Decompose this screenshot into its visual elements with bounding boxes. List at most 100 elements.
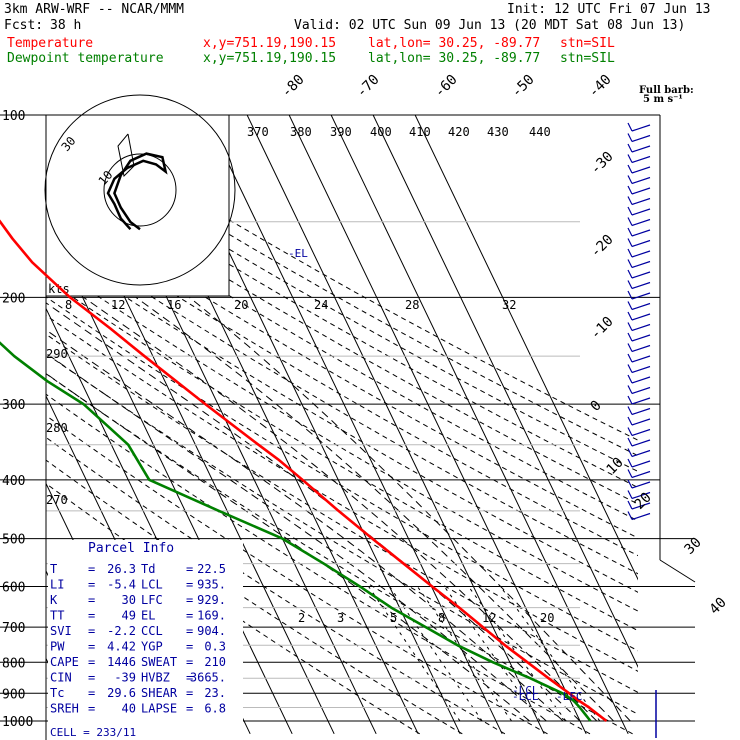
parcel-row-2-label2: LFC bbox=[141, 593, 163, 607]
wind-barb-feather bbox=[627, 175, 633, 184]
wind-barb bbox=[631, 176, 651, 185]
hodograph-frame bbox=[45, 114, 230, 297]
parcel-row-2-eq2: = bbox=[186, 593, 193, 607]
wind-barb-feather bbox=[627, 385, 633, 394]
wind-barb-feather bbox=[627, 301, 633, 310]
level-label-2: -LCL bbox=[512, 690, 539, 703]
pressure-label-300: 300 bbox=[2, 398, 25, 413]
wind-barb bbox=[631, 491, 651, 500]
wind-barb-feather bbox=[627, 248, 633, 258]
wind-barb bbox=[631, 271, 651, 279]
parcel-row-9-eq1: = bbox=[88, 702, 95, 716]
wind-barb bbox=[631, 260, 651, 269]
dry-adiabats bbox=[46, 127, 638, 735]
wind-barb-column bbox=[627, 122, 657, 738]
dry-adiabat-350 bbox=[46, 278, 638, 632]
parcel-row-1-value2: 935. bbox=[197, 578, 226, 592]
init-time: Init: 12 UTC Fri 07 Jun 13 bbox=[507, 2, 711, 17]
pressure-label-500: 500 bbox=[2, 533, 25, 548]
moist-adiabat-16 bbox=[46, 329, 564, 722]
parcel-row-8-value2: 23. bbox=[204, 686, 226, 700]
isotherm-30 bbox=[330, 115, 629, 735]
wind-barb-feather bbox=[627, 227, 633, 237]
parcel-row-3-label1: TT bbox=[50, 609, 64, 623]
parcel-row-8-value1: 29.6 bbox=[107, 686, 136, 700]
isotherm-label-3: -50 bbox=[509, 72, 538, 101]
theta-label-6: 430 bbox=[487, 125, 509, 139]
dry-adiabat-310 bbox=[46, 353, 638, 715]
hodograph-trace bbox=[106, 152, 168, 231]
wind-barb-feather bbox=[627, 490, 633, 499]
wind-barb-feather bbox=[627, 206, 633, 216]
dry-adiabat-300 bbox=[46, 373, 633, 735]
parcel-row-6-eq1: = bbox=[88, 655, 95, 669]
parcel-info-title: Parcel Info bbox=[88, 541, 174, 556]
parcel-row-2-eq1: = bbox=[88, 593, 95, 607]
theta-label-5: 420 bbox=[448, 125, 470, 139]
dry-adiabat-360 bbox=[46, 260, 638, 612]
parcel-row-4-value2: 904. bbox=[197, 624, 226, 638]
parcel-row-6-value2: 210 bbox=[204, 655, 226, 669]
parcel-row-4-eq2: = bbox=[186, 624, 193, 638]
wind-barb bbox=[631, 355, 651, 363]
speed-label-1: 12 bbox=[111, 298, 125, 312]
parcel-info-rows: T = 26.3 Td = 22.5 LI = -5.4 LCL = 935. K = 30 LFC = 929.… bbox=[50, 562, 226, 716]
parcel-row-4-eq1: = bbox=[88, 624, 95, 638]
model-title: 3km ARW-WRF -- NCAR/MMM bbox=[4, 2, 185, 17]
wind-barb bbox=[631, 418, 651, 426]
pressure-label-700: 700 bbox=[2, 621, 25, 636]
hodograph-ring-10 bbox=[103, 153, 177, 227]
dewpoint-latlon: lat,lon= 30.25, -89.77 bbox=[368, 51, 541, 66]
dry-adiabat-280 bbox=[46, 414, 548, 735]
theta-label-3: 400 bbox=[370, 125, 392, 139]
parcel-row-8-eq2: = bbox=[186, 686, 193, 700]
mixing-ratio-label-1: 3 bbox=[337, 611, 344, 625]
parcel-row-9-eq2: = bbox=[186, 702, 193, 716]
temperature-legend: Temperature bbox=[7, 36, 94, 51]
mixing-ratio-label-2: 5 bbox=[390, 611, 397, 625]
isotherm-0 bbox=[204, 115, 503, 735]
wind-barb bbox=[631, 397, 651, 405]
dry-adiabat-260 bbox=[46, 459, 463, 735]
dry-adiabat-460 bbox=[77, 127, 638, 441]
wind-barb bbox=[631, 208, 651, 216]
parcel-row-5-value2: 0.3 bbox=[204, 640, 226, 654]
wind-barb bbox=[631, 512, 651, 521]
isotherm-40 bbox=[372, 115, 638, 668]
parcel-row-7-eq2: = bbox=[186, 671, 193, 685]
wind-barb bbox=[631, 302, 651, 311]
parcel-info-panel: Parcel Info T = 26.3 Td = 22.5 LI = -5.4 LCL = 935.… bbox=[48, 540, 243, 738]
wind-barb-feather bbox=[627, 332, 633, 342]
wind-barb-feather bbox=[627, 500, 633, 510]
wind-barb bbox=[631, 428, 651, 437]
parcel-row-1-eq1: = bbox=[88, 578, 95, 592]
parcel-cell: CELL = 233/11 bbox=[50, 726, 136, 738]
parcel-row-7-value1: -39 bbox=[114, 671, 136, 685]
wind-barb-feather bbox=[627, 364, 633, 373]
parcel-row-2-label1: K bbox=[50, 593, 58, 607]
temperature-line bbox=[0, 219, 608, 723]
isotherm-label-1: -70 bbox=[354, 72, 383, 101]
wind-barb-feather bbox=[627, 343, 633, 352]
parcel-row-4-label2: CCL bbox=[141, 624, 163, 638]
wind-barb-feather bbox=[627, 154, 633, 163]
full-barb-label: Full barb: bbox=[639, 85, 694, 96]
wind-barb bbox=[631, 470, 651, 479]
wind-barb bbox=[631, 281, 651, 290]
wind-barb bbox=[631, 313, 651, 321]
parcel-row-6-eq2: = bbox=[186, 655, 193, 669]
wind-barb-feather bbox=[627, 353, 633, 363]
parcel-row-5-value1: 4.42 bbox=[107, 640, 136, 654]
theta-left-label-1: 280 bbox=[46, 421, 68, 435]
dewpoint-xy: x,y=751.19,190.15 bbox=[203, 51, 337, 66]
dry-adiabat-380 bbox=[46, 227, 638, 575]
parcel-row-4-label1: SVI bbox=[50, 624, 72, 638]
parcel-row-9-value2: 6.8 bbox=[204, 702, 226, 716]
mixing-ratio-label-3: 8 bbox=[438, 611, 445, 625]
parcel-row-5-label2: YGP bbox=[141, 640, 163, 654]
moist-adiabat-28 bbox=[135, 296, 614, 722]
wind-barb bbox=[631, 334, 651, 342]
wind-barb bbox=[631, 124, 651, 132]
pressure-label-1000: 1000 bbox=[2, 715, 33, 730]
parcel-row-0-eq1: = bbox=[88, 562, 95, 576]
